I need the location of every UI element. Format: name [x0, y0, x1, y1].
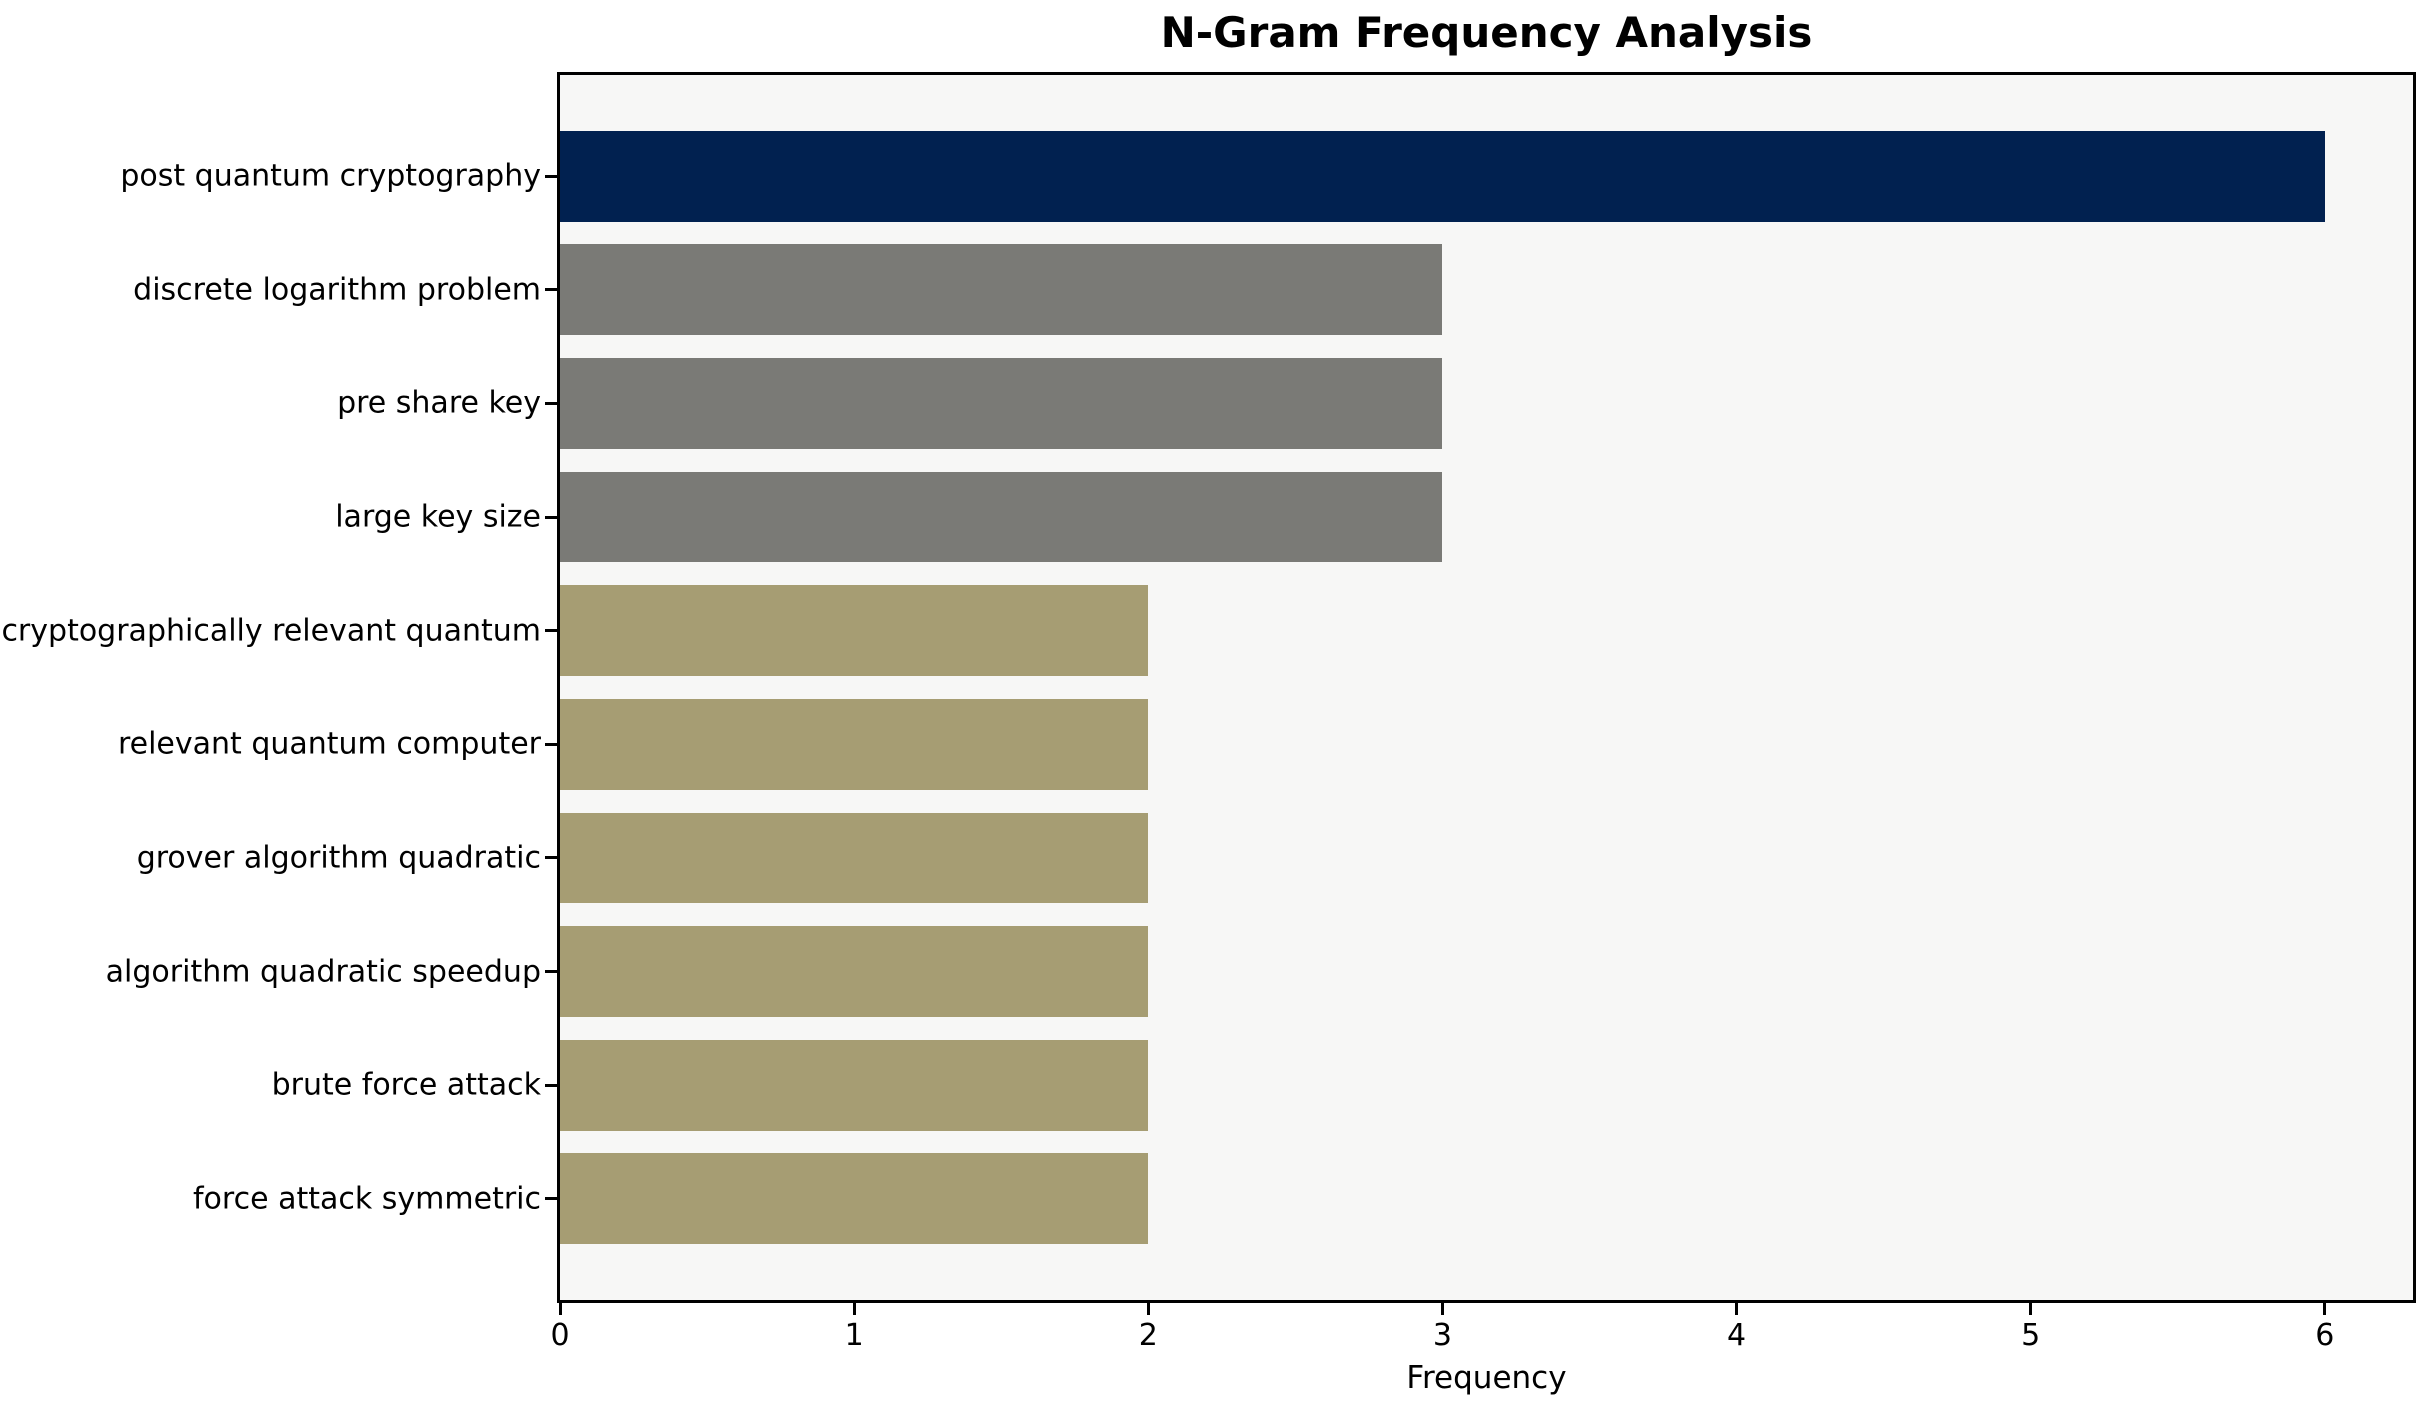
y-tick-label-pre-share-key: pre share key — [337, 385, 541, 421]
x-tick-mark — [852, 1303, 856, 1315]
y-tick-label-grover-algorithm-quadratic: grover algorithm quadratic — [136, 840, 541, 876]
y-tick-mark — [545, 515, 557, 519]
x-tick-mark — [1440, 1303, 1444, 1315]
bar-cryptographically-relevant-quantum — [560, 585, 1149, 677]
y-tick-label-post-quantum-cryptography: post quantum cryptography — [120, 158, 541, 194]
y-tick-mark — [545, 970, 557, 974]
x-tick-mark — [1735, 1303, 1738, 1315]
x-tick-mark — [2323, 1303, 2327, 1315]
y-tick-mark — [545, 856, 557, 860]
x-tick-label-1: 1 — [844, 1318, 864, 1353]
y-tick-mark — [545, 1083, 557, 1087]
x-tick-label-3: 3 — [1432, 1318, 1452, 1353]
y-tick-label-discrete-logarithm-problem: discrete logarithm problem — [133, 272, 541, 308]
y-tick-label-large-key-size: large key size — [335, 499, 541, 535]
y-tick-label-brute-force-attack: brute force attack — [271, 1067, 541, 1103]
bar-pre-share-key — [560, 357, 1443, 449]
y-tick-label-force-attack-symmetric: force attack symmetric — [193, 1181, 541, 1217]
plot-area — [557, 72, 2416, 1303]
bar-post-quantum-cryptography — [560, 130, 2325, 222]
y-tick-mark — [545, 742, 557, 746]
bar-algorithm-quadratic-speedup — [560, 926, 1149, 1018]
bar-relevant-quantum-computer — [560, 698, 1149, 790]
x-tick-mark — [2029, 1303, 2033, 1315]
x-tick-label-6: 6 — [2315, 1318, 2335, 1353]
y-tick-mark — [545, 629, 557, 633]
x-axis-label: Frequency — [1406, 1360, 1567, 1396]
x-tick-label-5: 5 — [2021, 1318, 2041, 1353]
y-tick-mark — [545, 1197, 557, 1201]
x-tick-label-0: 0 — [550, 1318, 570, 1353]
bar-discrete-logarithm-problem — [560, 244, 1443, 336]
x-tick-mark — [558, 1303, 562, 1315]
x-tick-mark — [1146, 1303, 1150, 1315]
y-tick-label-algorithm-quadratic-speedup: algorithm quadratic speedup — [105, 954, 541, 990]
bar-force-attack-symmetric — [560, 1153, 1149, 1245]
y-tick-label-relevant-quantum-computer: relevant quantum computer — [117, 726, 541, 762]
y-tick-mark — [545, 288, 557, 292]
bar-grover-algorithm-quadratic — [560, 812, 1149, 904]
y-tick-label-cryptographically-relevant-quantum: cryptographically relevant quantum — [1, 613, 541, 649]
y-tick-mark — [545, 174, 557, 178]
x-tick-label-2: 2 — [1138, 1318, 1158, 1353]
x-tick-label-4: 4 — [1726, 1318, 1747, 1353]
bar-brute-force-attack — [560, 1039, 1149, 1131]
bar-large-key-size — [560, 471, 1443, 563]
chart-title: N-Gram Frequency Analysis — [1160, 8, 1813, 57]
y-tick-mark — [545, 401, 557, 405]
